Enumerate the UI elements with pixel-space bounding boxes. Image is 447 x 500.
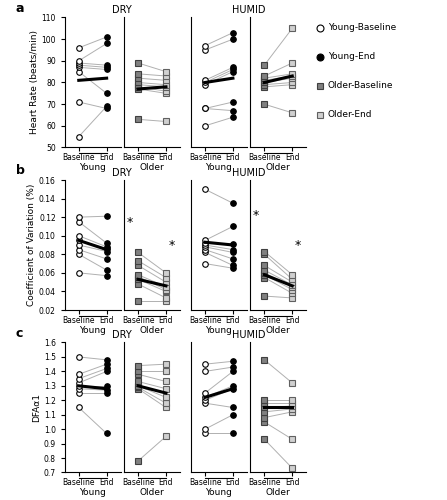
Text: Young-Baseline: Young-Baseline: [328, 23, 396, 32]
Text: Older-End: Older-End: [328, 110, 372, 119]
Text: *: *: [295, 238, 301, 252]
Text: c: c: [16, 327, 23, 340]
Text: HUMID: HUMID: [232, 330, 266, 340]
Text: Young: Young: [79, 488, 106, 498]
Text: Older-Baseline: Older-Baseline: [328, 81, 393, 90]
Text: DRY: DRY: [113, 6, 132, 16]
Text: DRY: DRY: [113, 168, 132, 178]
Text: *: *: [253, 208, 259, 222]
Text: *: *: [169, 238, 175, 252]
Text: Young: Young: [79, 164, 106, 172]
Text: Older: Older: [139, 488, 164, 498]
Text: Young: Young: [206, 164, 232, 172]
Text: Older: Older: [139, 164, 164, 172]
Text: *: *: [127, 216, 133, 230]
Text: a: a: [16, 2, 24, 15]
Text: HUMID: HUMID: [232, 6, 266, 16]
Text: Older: Older: [266, 326, 291, 335]
Y-axis label: DFAα1: DFAα1: [32, 393, 41, 422]
Y-axis label: Coefficient of Variation (%): Coefficient of Variation (%): [27, 184, 36, 306]
Text: HUMID: HUMID: [232, 168, 266, 178]
Text: Older: Older: [266, 488, 291, 498]
Text: Young: Young: [79, 326, 106, 335]
Text: Young: Young: [206, 488, 232, 498]
Text: Older: Older: [266, 164, 291, 172]
Text: b: b: [16, 164, 25, 177]
Text: Young-End: Young-End: [328, 52, 375, 61]
Y-axis label: Heart Rate (beats/min): Heart Rate (beats/min): [30, 30, 38, 134]
Text: DRY: DRY: [113, 330, 132, 340]
Text: Older: Older: [139, 326, 164, 335]
Text: Young: Young: [206, 326, 232, 335]
